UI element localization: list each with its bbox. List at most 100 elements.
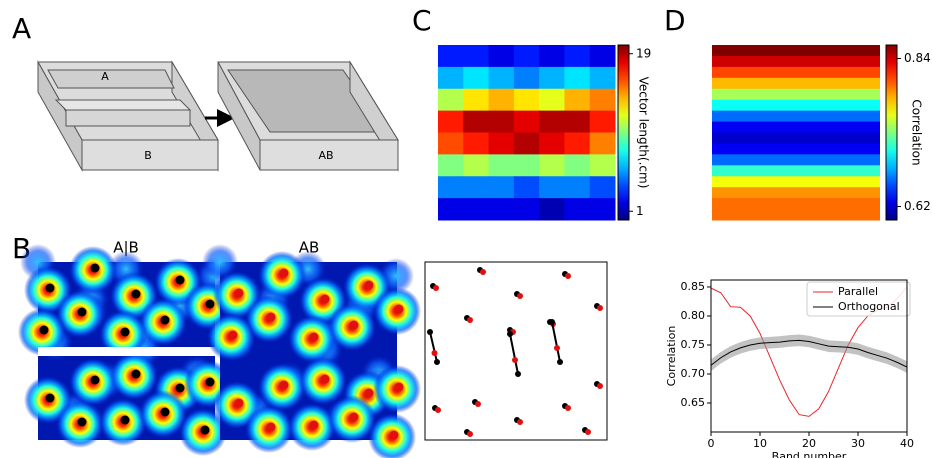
- ratemap-dot: [40, 326, 49, 335]
- disp-dot: [585, 429, 591, 435]
- ratemap-dot: [321, 375, 330, 384]
- heatmap-cell: [514, 111, 540, 133]
- box-label: AB: [318, 149, 333, 162]
- y-tick-label: 0.70: [681, 367, 706, 380]
- heatmap-row: [712, 45, 880, 56]
- ratemap-dot: [350, 413, 359, 422]
- heatmap-cell: [590, 67, 616, 89]
- ratemap-dot: [46, 284, 55, 293]
- figure: A B C D A B AB A|B AB 119Vector length(.…: [0, 0, 932, 458]
- ratemap-dot: [350, 321, 359, 330]
- heatmap-cell: [438, 67, 464, 89]
- heatmap-row: [712, 78, 880, 89]
- heatmap-cell: [539, 154, 565, 176]
- disp-arrow: [430, 332, 437, 362]
- heatmap-cell: [564, 89, 590, 111]
- heatmap-cell: [539, 176, 565, 198]
- disp-dot: [427, 329, 433, 335]
- heatmap-row: [712, 122, 880, 133]
- rate-maps: [18, 244, 421, 458]
- heatmap-cell: [463, 176, 489, 198]
- disp-arrow: [510, 334, 518, 374]
- heatmap-cell: [539, 133, 565, 155]
- heatmap-cell: [564, 154, 590, 176]
- heatmap-row: [712, 198, 880, 209]
- colorbar-label: Vector length(.cm): [637, 77, 651, 189]
- heatmap-cell: [463, 67, 489, 89]
- ratemap-dot: [395, 383, 404, 392]
- ratemap-dot: [91, 264, 100, 273]
- x-tick-label: 30: [851, 437, 865, 450]
- heatmap-cell: [438, 45, 464, 67]
- heatmap-cell: [438, 176, 464, 198]
- ratemap-dot: [176, 276, 185, 285]
- y-tick-label: 0.75: [681, 338, 706, 351]
- ratemap-dot: [121, 328, 130, 337]
- disp-arrow: [552, 322, 560, 362]
- legend-label: Orthogonal: [838, 300, 900, 313]
- heatmap-cell: [539, 45, 565, 67]
- x-tick-label: 40: [900, 437, 914, 450]
- ratemap-dot: [121, 416, 130, 425]
- ratemap-dot: [235, 399, 244, 408]
- ratemap-dot: [267, 313, 276, 322]
- heatmap-row: [712, 89, 880, 100]
- ratemap-dot: [395, 305, 404, 314]
- disp-dot: [435, 407, 441, 413]
- disp-dot: [432, 350, 438, 356]
- heatmap-cell: [590, 111, 616, 133]
- disp-dot: [565, 273, 571, 279]
- colorbar-tick-label: 0.62: [904, 199, 931, 213]
- displacement-frame: [425, 262, 607, 440]
- heatmap-cell: [539, 111, 565, 133]
- heatmap-cell: [463, 198, 489, 220]
- heatmap-cell: [539, 89, 565, 111]
- disp-dot: [515, 371, 521, 377]
- box-label: B: [144, 149, 152, 162]
- heatmap-cell: [463, 45, 489, 67]
- ratemap-dot: [310, 421, 319, 430]
- heatmap-cell: [438, 89, 464, 111]
- heatmap-cell: [514, 133, 540, 155]
- heatmap-row: [712, 209, 880, 220]
- heatmap-cell: [564, 133, 590, 155]
- heatmap-row: [712, 100, 880, 111]
- heatmap-cell: [514, 176, 540, 198]
- heatmap-row: [712, 176, 880, 187]
- disp-dot: [467, 431, 473, 437]
- heatmap-cell: [489, 89, 515, 111]
- ratemap-dot: [267, 423, 276, 432]
- ratemap-dot: [201, 426, 210, 435]
- colorbar: [618, 45, 629, 220]
- disp-dot: [512, 357, 518, 363]
- heatmap-cell: [489, 111, 515, 133]
- ratemap-dot: [46, 394, 55, 403]
- heatmap-row: [712, 143, 880, 154]
- disp-dot: [597, 305, 603, 311]
- heatmap-cell: [489, 45, 515, 67]
- disp-dot: [554, 345, 560, 351]
- heatmap-cell: [463, 133, 489, 155]
- ratemap-dot: [206, 300, 215, 309]
- heatmap-cell: [564, 198, 590, 220]
- ratemap-dot: [365, 281, 374, 290]
- heatmap-cell: [489, 133, 515, 155]
- ratemap-dot: [132, 370, 141, 379]
- disp-dot: [434, 359, 440, 365]
- x-tick-label: 10: [753, 437, 767, 450]
- x-tick-label: 20: [802, 437, 816, 450]
- heatmap-cell: [514, 67, 540, 89]
- heatmap-cell: [489, 176, 515, 198]
- ratemap-dot: [321, 295, 330, 304]
- disp-dot: [433, 285, 439, 291]
- y-axis-label: Correlation: [665, 326, 678, 387]
- ratemap-dot: [235, 289, 244, 298]
- ratemap-dot: [206, 378, 215, 387]
- arena-diagram: [38, 62, 398, 170]
- heatmap-row: [712, 154, 880, 165]
- heatmap-cell: [514, 154, 540, 176]
- heatmap-cell: [463, 154, 489, 176]
- heatmap-cell: [514, 198, 540, 220]
- heatmap-row: [712, 187, 880, 198]
- heatmap-cell: [463, 89, 489, 111]
